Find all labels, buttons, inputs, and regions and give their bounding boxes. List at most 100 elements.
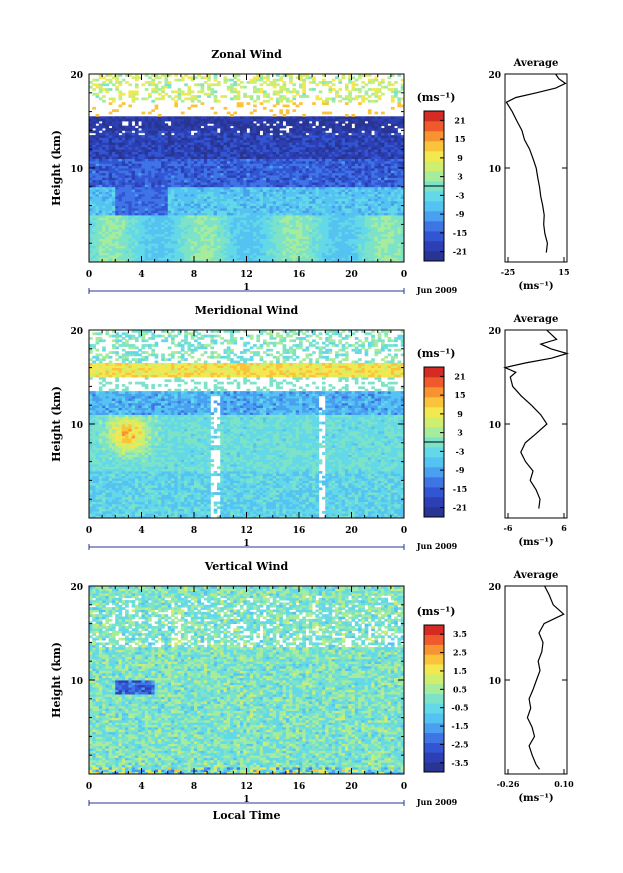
heatmap-cell bbox=[335, 159, 339, 162]
heatmap-cell bbox=[269, 253, 273, 256]
heatmap-cell bbox=[112, 161, 116, 164]
heatmap-cell bbox=[184, 168, 188, 171]
heatmap-cell bbox=[138, 210, 142, 213]
heatmap-cell bbox=[384, 161, 388, 164]
heatmap-cell bbox=[230, 203, 234, 206]
heatmap-cell bbox=[329, 243, 333, 246]
heatmap-cell bbox=[204, 243, 208, 246]
heatmap-cell bbox=[279, 248, 283, 251]
heatmap-cell bbox=[125, 196, 129, 199]
heatmap-cell bbox=[296, 147, 300, 150]
heatmap-cell bbox=[319, 257, 323, 260]
heatmap-cell bbox=[184, 250, 188, 253]
heatmap-cell bbox=[269, 250, 273, 253]
heatmap-cell bbox=[286, 187, 290, 190]
heatmap-cell bbox=[247, 210, 251, 213]
heatmap-cell bbox=[306, 159, 310, 162]
heatmap-cell bbox=[96, 170, 100, 173]
heatmap-cell bbox=[243, 161, 247, 164]
heatmap-cell bbox=[381, 213, 385, 216]
heatmap-cell bbox=[148, 239, 152, 242]
heatmap-cell bbox=[292, 210, 296, 213]
heatmap-cell bbox=[233, 156, 237, 159]
heatmap-cell bbox=[276, 215, 280, 218]
heatmap-cell bbox=[296, 246, 300, 249]
heatmap-cell bbox=[338, 142, 342, 145]
heatmap-cell bbox=[89, 253, 93, 256]
heatmap-cell bbox=[263, 142, 267, 145]
heatmap-cell bbox=[168, 208, 172, 211]
heatmap-cell bbox=[148, 234, 152, 237]
heatmap-cell bbox=[204, 145, 208, 148]
heatmap-cell bbox=[197, 222, 201, 225]
heatmap-cell bbox=[102, 199, 106, 202]
heatmap-cell bbox=[237, 145, 241, 148]
heatmap-cell bbox=[335, 199, 339, 202]
heatmap-cell bbox=[329, 199, 333, 202]
heatmap-cell bbox=[279, 194, 283, 197]
heatmap-cell bbox=[138, 182, 142, 185]
heatmap-cell bbox=[302, 163, 306, 166]
heatmap-cell bbox=[201, 189, 205, 192]
heatmap-cell bbox=[322, 231, 326, 234]
heatmap-cell bbox=[230, 152, 234, 155]
heatmap-cell bbox=[329, 227, 333, 230]
heatmap-cell bbox=[296, 250, 300, 253]
heatmap-cell bbox=[332, 213, 336, 216]
heatmap-cell bbox=[224, 239, 228, 242]
heatmap-cell bbox=[348, 173, 352, 176]
heatmap-cell bbox=[397, 227, 401, 230]
heatmap-cell bbox=[391, 147, 395, 150]
heatmap-cell bbox=[164, 149, 168, 152]
heatmap-cell bbox=[368, 177, 372, 180]
heatmap-cell bbox=[361, 142, 365, 145]
heatmap-cell bbox=[365, 217, 369, 220]
heatmap-cell bbox=[335, 243, 339, 246]
heatmap-cell bbox=[240, 224, 244, 227]
heatmap-cell bbox=[230, 208, 234, 211]
heatmap-cell bbox=[227, 192, 231, 195]
heatmap-cell bbox=[299, 246, 303, 249]
heatmap-cell bbox=[355, 145, 359, 148]
heatmap-cell bbox=[312, 175, 316, 178]
heatmap-cell bbox=[240, 243, 244, 246]
heatmap-cell bbox=[374, 217, 378, 220]
heatmap-cell bbox=[96, 180, 100, 183]
heatmap-cell bbox=[142, 257, 146, 260]
heatmap-cell bbox=[187, 255, 191, 258]
heatmap-cell bbox=[378, 224, 382, 227]
heatmap-cell bbox=[96, 196, 100, 199]
heatmap-cell bbox=[263, 189, 267, 192]
heatmap-cell bbox=[322, 173, 326, 176]
heatmap-cell bbox=[250, 142, 254, 145]
heatmap-cell bbox=[368, 217, 372, 220]
heatmap-cell bbox=[237, 173, 241, 176]
heatmap-cell bbox=[283, 180, 287, 183]
heatmap-cell bbox=[214, 229, 218, 232]
heatmap-cell bbox=[325, 184, 329, 187]
heatmap-cell bbox=[374, 170, 378, 173]
heatmap-cell bbox=[214, 201, 218, 204]
heatmap-cell bbox=[381, 199, 385, 202]
heatmap-cell bbox=[296, 173, 300, 176]
heatmap-cell bbox=[289, 154, 293, 157]
heatmap-cell bbox=[89, 173, 93, 176]
heatmap-cell bbox=[345, 222, 349, 225]
heatmap-cell bbox=[132, 173, 136, 176]
heatmap-cell bbox=[122, 145, 126, 148]
heatmap-cell bbox=[240, 220, 244, 223]
heatmap-cell bbox=[397, 175, 401, 178]
heatmap-cell bbox=[361, 250, 365, 253]
heatmap-cell bbox=[384, 154, 388, 157]
heatmap-cell bbox=[384, 142, 388, 145]
heatmap-cell bbox=[296, 201, 300, 204]
heatmap-cell bbox=[338, 177, 342, 180]
heatmap-cell bbox=[227, 243, 231, 246]
heatmap-cell bbox=[122, 196, 126, 199]
heatmap-cell bbox=[279, 231, 283, 234]
heatmap-cell bbox=[352, 253, 356, 256]
heatmap-cell bbox=[243, 229, 247, 232]
heatmap-cell bbox=[135, 243, 139, 246]
heatmap-cell bbox=[322, 210, 326, 213]
heatmap-cell bbox=[322, 145, 326, 148]
